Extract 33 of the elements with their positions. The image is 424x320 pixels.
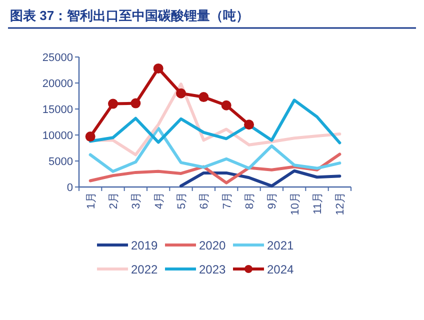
x-tick-label: 6月: [198, 192, 211, 210]
x-tick-label: 9月: [266, 192, 279, 210]
point: [221, 100, 232, 110]
y-tick-label: 0: [66, 182, 73, 194]
x-tick-label: 4月: [153, 192, 166, 210]
legend-label: 2021: [267, 238, 294, 252]
point: [85, 132, 96, 142]
point: [130, 98, 141, 108]
legend-label: 2019: [131, 238, 158, 252]
point: [198, 92, 209, 102]
chart-title: 图表 37：智利出口至中国碳酸锂量（吨）: [10, 8, 250, 23]
legend-label: 2024: [267, 262, 294, 276]
x-tick-label: 1月: [85, 192, 98, 210]
legend-label: 2022: [131, 262, 158, 276]
point: [176, 88, 186, 98]
point: [153, 63, 164, 74]
x-tick-label: 2月: [108, 192, 120, 210]
x-tick-label: 8月: [244, 192, 256, 210]
x-tick-label: 5月: [176, 192, 188, 210]
point: [244, 120, 254, 130]
point: [108, 98, 118, 109]
legend-label: 2020: [199, 238, 226, 252]
x-tick-label: 3月: [130, 192, 143, 210]
y-tick-label: 20000: [42, 78, 73, 90]
y-tick-label: 5000: [48, 156, 73, 168]
y-tick-label: 15000: [42, 104, 73, 116]
y-tick-label: 10000: [42, 130, 73, 142]
y-tick-label: 25000: [42, 52, 73, 64]
legend-label: 2023: [199, 262, 226, 276]
x-tick-label: 11月: [312, 192, 324, 214]
x-tick-label: 7月: [221, 192, 234, 210]
x-tick-label: 12月: [334, 192, 347, 216]
x-tick-label: 10月: [289, 192, 302, 216]
